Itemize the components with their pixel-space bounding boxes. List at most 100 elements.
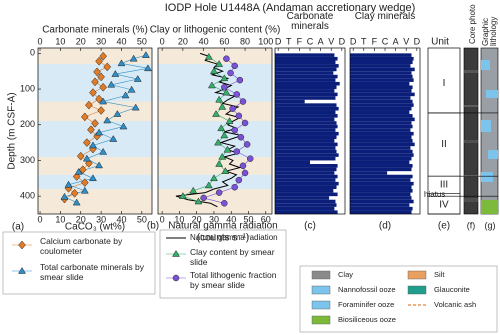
legend-marker: [172, 250, 180, 257]
point: [60, 192, 69, 200]
panel-label: (b): [147, 221, 159, 232]
legend-label-box: Total carbonate minerals by smear slide: [40, 263, 144, 281]
bar: [350, 60, 413, 65]
point: [99, 82, 107, 92]
unit-title: Unit: [431, 37, 449, 48]
panel-label: (g): [485, 220, 496, 230]
legend-swatch: [407, 270, 427, 280]
point: [107, 80, 116, 88]
point: [204, 181, 213, 189]
legend-label-box: Clay content by smear slide: [190, 248, 275, 267]
y-tick-label: 200: [20, 119, 35, 129]
x-tick-label: 30: [96, 36, 106, 46]
x-tick-label: 40: [116, 214, 126, 224]
point: [99, 51, 107, 61]
point: [121, 91, 130, 99]
legend-marker: [18, 240, 26, 250]
legend-label: Glauconite: [434, 285, 470, 294]
panel-title: Carbonate minerals: [286, 12, 334, 32]
x-tick-label: 30: [96, 214, 106, 224]
point: [103, 62, 112, 72]
point: [212, 110, 220, 117]
x-tick-label: 20: [76, 214, 86, 224]
bar: [275, 185, 337, 190]
point: [229, 105, 236, 112]
point: [95, 128, 104, 136]
bar: [275, 110, 336, 115]
point: [215, 95, 224, 103]
point: [83, 138, 91, 147]
point: [76, 151, 85, 161]
point: [236, 76, 244, 84]
point: [82, 154, 91, 162]
x-tick-label: 80: [240, 36, 250, 46]
point: [111, 70, 120, 77]
x-tick-label: 10: [174, 214, 184, 224]
bottom-axis-title: Natural gamma radiation: [168, 221, 278, 232]
point: [210, 174, 218, 182]
point: [194, 197, 203, 205]
point: [89, 174, 97, 182]
point: [220, 74, 229, 82]
x-tick-label: 10: [55, 36, 65, 46]
legend-label: Natural gamma radiation: [190, 233, 278, 242]
bar: [275, 149, 337, 154]
x-tick-label: 40: [116, 36, 126, 46]
x-tick-label: D: [275, 36, 282, 46]
lithology-column: [480, 47, 499, 215]
x-tick-label: C: [382, 36, 389, 46]
point: [133, 75, 142, 82]
top-axis-title: Carbonate minerals (%): [42, 25, 148, 36]
bar: [350, 124, 413, 129]
bar: [275, 181, 339, 186]
point: [64, 180, 73, 188]
point: [74, 167, 83, 175]
bar: [275, 128, 336, 132]
point: [207, 81, 216, 89]
point: [204, 52, 213, 60]
point: [235, 112, 243, 120]
bar: [350, 81, 410, 86]
bar: [350, 210, 412, 214]
point: [189, 186, 198, 194]
connector-line: [63, 54, 148, 203]
bar: [275, 156, 336, 161]
bar: [275, 171, 335, 175]
point: [222, 88, 231, 96]
x-tick-label: 100: [258, 36, 273, 46]
connector-line: [202, 58, 251, 204]
legend-swatch: [311, 300, 331, 310]
point: [235, 176, 243, 184]
point: [95, 94, 103, 104]
point: [127, 85, 136, 93]
bar: [350, 135, 412, 140]
bar: [275, 131, 339, 136]
bar: [350, 185, 412, 190]
plot-content: [275, 53, 340, 214]
point: [109, 135, 118, 142]
legend-box: [2, 231, 156, 295]
point: [221, 84, 228, 91]
legend-box: [299, 265, 498, 333]
point: [93, 67, 101, 77]
x-tick-label: D: [414, 36, 421, 46]
plot-frame: [157, 47, 273, 215]
top-axis-title: Clay or lithogenic content (%): [150, 25, 281, 36]
bar: [350, 146, 411, 150]
legend-label: Clay content by smear slide: [190, 248, 275, 267]
point: [78, 165, 87, 175]
x-tick-label: 50: [137, 36, 147, 46]
point: [215, 60, 224, 67]
point: [218, 102, 227, 110]
point: [239, 162, 247, 170]
x-tick-label: F: [372, 36, 378, 46]
point: [233, 148, 241, 155]
panel-label: (e): [438, 221, 450, 232]
x-tick-label: C: [307, 36, 314, 46]
hiatus-label: hiatus: [424, 190, 445, 199]
bar: [350, 121, 412, 125]
unit-band: [158, 174, 272, 190]
panel-title: Clay minerals: [354, 12, 416, 22]
legend-swatch: [311, 315, 331, 325]
bar: [350, 164, 413, 168]
